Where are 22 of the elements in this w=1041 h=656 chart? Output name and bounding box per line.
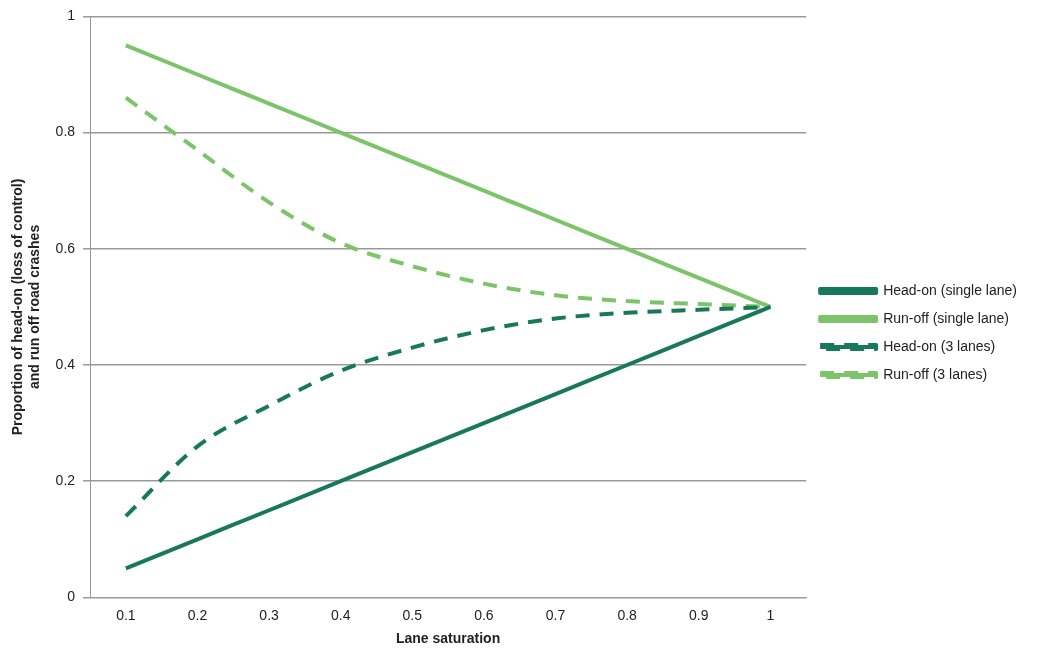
x-tick-label: 0.7 <box>545 606 566 623</box>
y-tick-label: 1 <box>67 7 76 24</box>
legend-label: Head-on (3 lanes) <box>883 337 996 354</box>
x-tick-label: 0.4 <box>330 606 351 623</box>
legend-label: Run-off (3 lanes) <box>883 365 988 382</box>
legend-label: Head-on (single lane) <box>883 281 1017 298</box>
y-tick-label: 0.4 <box>55 355 76 372</box>
x-tick-label: 1 <box>766 606 775 623</box>
y-tick-label: 0.8 <box>55 123 76 140</box>
y-tick-label: 0.2 <box>55 472 76 489</box>
x-tick-label: 0.8 <box>617 606 638 623</box>
x-axis-title: Lane saturation <box>395 630 501 647</box>
y-tick-label: 0.6 <box>55 239 76 256</box>
x-tick-label: 0.9 <box>689 606 709 623</box>
legend-label: Run-off (single lane) <box>883 309 1009 326</box>
x-tick-label: 0.5 <box>402 606 423 623</box>
x-tick-label: 0.2 <box>187 606 208 623</box>
x-tick-label: 0.1 <box>116 606 136 623</box>
y-axis-title: Proportion of head-on (loss of control) and run off road crashes <box>9 178 43 436</box>
x-tick-label: 0.6 <box>474 606 494 623</box>
x-tick-label: 0.3 <box>259 606 280 623</box>
y-tick-label: 0 <box>67 588 76 605</box>
